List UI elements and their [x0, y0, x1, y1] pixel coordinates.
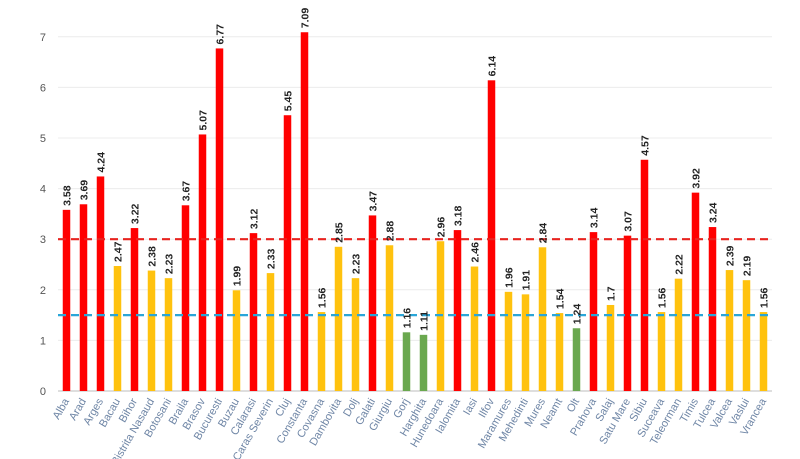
bar [215, 48, 224, 392]
value-label: 3.24 [708, 202, 720, 223]
value-label: 3.58 [62, 185, 74, 206]
value-label: 2.22 [674, 254, 686, 275]
bar [725, 270, 734, 391]
value-label: 1.7 [606, 286, 618, 301]
value-label: 1.24 [572, 304, 584, 325]
y-tick-label: 4 [40, 184, 46, 196]
value-label: 2.46 [470, 242, 482, 263]
value-label: 1.54 [555, 288, 567, 309]
value-label: 2.39 [725, 245, 737, 266]
bar [164, 278, 173, 391]
value-label: 2.38 [147, 246, 159, 267]
bar [96, 176, 105, 391]
value-label: 1.99 [232, 266, 244, 287]
value-label: 1.96 [504, 267, 516, 288]
value-label: 2.23 [164, 254, 176, 275]
value-label: 2.96 [436, 217, 448, 238]
bar [62, 209, 71, 391]
value-label: 3.22 [130, 203, 142, 224]
y-tick-label: 2 [40, 285, 46, 297]
bar [300, 32, 309, 391]
y-tick-label: 5 [40, 133, 46, 145]
bar [623, 235, 632, 391]
bar [368, 215, 377, 391]
bar [351, 278, 360, 391]
y-tick-label: 1 [40, 335, 46, 347]
bar [691, 192, 700, 391]
value-label: 3.12 [249, 209, 261, 230]
threshold-lines [58, 238, 772, 317]
bar [453, 230, 462, 391]
bar [521, 294, 530, 391]
value-labels: 3.58 3.69 4.24 2.47 3.22 2.38 2.23 3.67 5.07 6.77… [62, 8, 771, 331]
bar [147, 270, 156, 391]
bar [487, 80, 496, 391]
y-axis-ticks: 0 1 2 3 4 5 6 7 [40, 32, 46, 398]
y-tick-label: 6 [40, 82, 46, 94]
bar [759, 312, 768, 391]
bar [79, 204, 88, 391]
value-label: 1.91 [521, 270, 533, 291]
value-label: 4.57 [640, 135, 652, 156]
value-label: 5.45 [283, 91, 295, 112]
bar [657, 312, 666, 391]
bar [317, 312, 326, 391]
value-label: 1.56 [317, 287, 329, 308]
value-label: 3.67 [181, 181, 193, 202]
y-tick-label: 3 [40, 234, 46, 246]
value-label: 3.07 [623, 211, 635, 232]
value-label: 2.47 [113, 241, 125, 262]
bar [419, 334, 428, 391]
bar [572, 328, 581, 391]
value-label: 2.88 [385, 221, 397, 242]
value-label: 1.11 [419, 311, 431, 331]
value-label: 2.19 [742, 256, 754, 277]
bar [640, 159, 649, 391]
value-label: 4.24 [96, 152, 108, 173]
value-label: 7.09 [300, 8, 312, 29]
bar [555, 313, 564, 391]
value-label: 2.84 [538, 223, 550, 244]
bar [232, 290, 241, 391]
value-label: 3.18 [453, 205, 465, 226]
bars [62, 32, 768, 392]
bar [249, 233, 258, 391]
bar [470, 266, 479, 391]
value-label: 3.47 [368, 191, 380, 212]
bar [266, 273, 275, 391]
bar [113, 266, 122, 391]
bar [708, 227, 717, 391]
bar [674, 278, 683, 391]
value-label: 1.56 [657, 287, 669, 308]
bar [402, 332, 411, 391]
value-label: 6.77 [215, 24, 227, 45]
bar [606, 304, 615, 391]
bar [589, 232, 598, 391]
value-label: 6.14 [487, 56, 499, 77]
value-label: 5.07 [198, 110, 210, 131]
value-label: 2.85 [334, 222, 346, 243]
bar [181, 205, 190, 391]
bar [504, 291, 513, 391]
value-label: 2.23 [351, 254, 363, 275]
bar [198, 134, 207, 391]
value-label: 3.69 [79, 180, 91, 201]
y-tick-label: 7 [40, 32, 46, 44]
bar [538, 247, 547, 391]
bar [283, 115, 292, 391]
value-label: 1.16 [402, 308, 414, 329]
value-label: 3.92 [691, 168, 703, 189]
y-tick-label: 0 [40, 386, 46, 398]
value-label: 2.33 [266, 249, 278, 270]
bar [130, 228, 139, 391]
bar [334, 246, 343, 391]
value-label: 1.56 [759, 287, 771, 308]
value-label: 3.14 [589, 208, 601, 229]
bar [385, 245, 394, 391]
bar [742, 280, 751, 391]
